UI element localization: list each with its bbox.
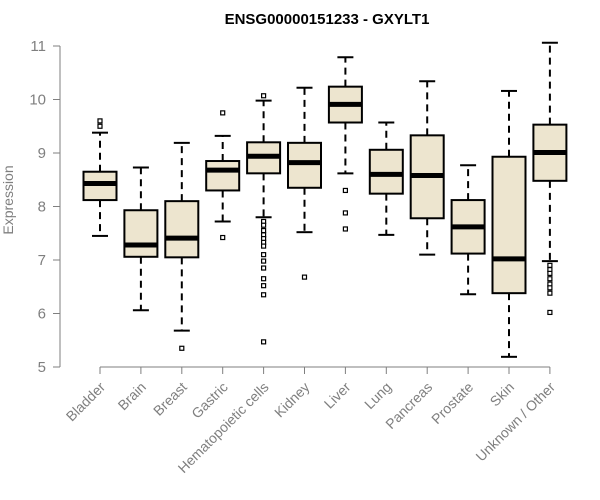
outlier-point bbox=[342, 187, 348, 194]
box-breast bbox=[164, 141, 200, 351]
outlier-point bbox=[261, 222, 267, 228]
box-brain bbox=[123, 166, 159, 312]
y-tick-label: 8 bbox=[38, 199, 46, 216]
y-tick-label: 5 bbox=[38, 359, 46, 376]
outlier-point bbox=[261, 339, 267, 345]
outlier-point bbox=[97, 118, 103, 124]
x-tick-label: Bladder bbox=[63, 379, 109, 425]
outlier-point bbox=[261, 252, 267, 258]
outlier-point bbox=[220, 110, 226, 116]
iqr-box bbox=[287, 141, 322, 189]
y-tick-label: 10 bbox=[29, 92, 46, 109]
axes: 5 6 7 8 9 10 11 bbox=[29, 38, 551, 376]
y-axis-label: Expression bbox=[0, 165, 16, 234]
box-unknown-other bbox=[532, 41, 568, 316]
outlier-point bbox=[547, 276, 553, 282]
outlier-point bbox=[261, 243, 267, 249]
y-tick-label: 6 bbox=[38, 306, 46, 323]
outlier-point bbox=[301, 274, 308, 280]
x-tick-label: Lung bbox=[361, 379, 394, 412]
box-hematopoietic-cells bbox=[246, 93, 282, 345]
outlier-point bbox=[342, 226, 348, 232]
outlier-point bbox=[547, 290, 553, 296]
outlier-point bbox=[261, 93, 267, 99]
x-tick-label: Brain bbox=[115, 379, 149, 413]
y-tick-label: 11 bbox=[30, 38, 46, 55]
box-skin bbox=[491, 89, 527, 358]
iqr-box bbox=[205, 160, 241, 192]
box-pancreas bbox=[409, 80, 445, 256]
outlier-point bbox=[261, 283, 267, 289]
x-tick-label: Prostate bbox=[428, 379, 476, 427]
chart-title: ENSG00000151233 - GXYLT1 bbox=[225, 11, 430, 28]
outlier-point bbox=[179, 345, 185, 351]
box-bladder bbox=[82, 118, 118, 237]
outlier-point bbox=[261, 265, 267, 271]
iqr-box bbox=[368, 148, 404, 195]
box-liver bbox=[327, 56, 363, 232]
outlier-point bbox=[261, 227, 267, 234]
iqr-box bbox=[491, 155, 527, 295]
x-tick-label: Skin bbox=[487, 379, 518, 410]
outlier-point bbox=[547, 285, 553, 291]
outlier-point bbox=[547, 309, 553, 316]
box-kidney bbox=[287, 86, 322, 280]
boxes bbox=[82, 41, 568, 358]
x-tick-label: Liver bbox=[321, 379, 354, 412]
box-lung bbox=[368, 121, 404, 236]
outlier-point bbox=[261, 258, 267, 264]
x-tick-label: Kidney bbox=[271, 379, 313, 421]
box-gastric bbox=[205, 110, 241, 241]
box-prostate bbox=[450, 164, 486, 296]
outlier-point bbox=[97, 123, 103, 129]
x-tick-label: Breast bbox=[150, 379, 190, 419]
iqr-box bbox=[164, 200, 200, 259]
outlier-point bbox=[547, 270, 553, 276]
y-tick-label: 9 bbox=[38, 145, 46, 162]
outlier-point bbox=[547, 262, 553, 268]
outlier-point bbox=[220, 234, 226, 241]
outlier-point bbox=[261, 276, 267, 282]
outlier-point bbox=[261, 292, 267, 298]
outlier-point bbox=[342, 210, 348, 216]
y-tick-label: 7 bbox=[38, 252, 46, 269]
iqr-box bbox=[123, 209, 159, 258]
